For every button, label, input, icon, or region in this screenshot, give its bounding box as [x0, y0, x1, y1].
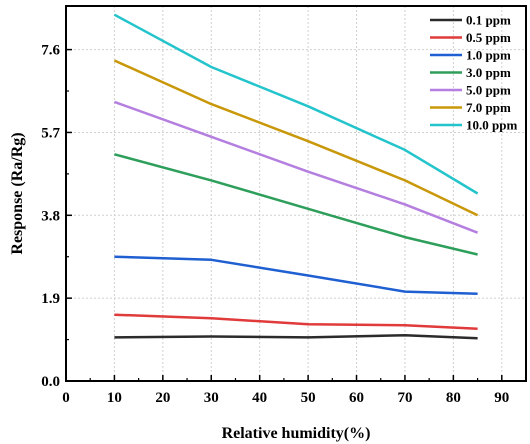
- legend-label: 7.0 ppm: [466, 100, 511, 115]
- series-lines: [113, 13, 479, 340]
- x-tick-label: 0: [62, 390, 70, 406]
- x-tick-label: 90: [494, 390, 509, 406]
- axis-ticks: 0 10 20 30 40 50 60 70 80 90 0.0 1.9 3.8 5.7 7.6: [41, 43, 509, 406]
- series-line-1-0-ppm: [114, 255, 478, 296]
- y-tick-label: 0.0: [41, 374, 60, 390]
- x-tick-label: 50: [301, 390, 316, 406]
- series-line-3-0-ppm: [114, 153, 478, 256]
- series-line-7-0-ppm: [113, 59, 479, 217]
- legend-label: 0.1 ppm: [466, 13, 511, 28]
- plot-frame: [65, 5, 527, 382]
- x-tick-label: 70: [397, 390, 412, 406]
- legend-label: 1.0 ppm: [466, 48, 511, 63]
- legend: 0.1 ppm 0.5 ppm 1.0 ppm 3.0 ppm 5.0 ppm 7.0 p…: [430, 13, 517, 133]
- x-tick-label: 80: [446, 390, 461, 406]
- x-tick-label: 60: [349, 390, 364, 406]
- y-tick-label: 5.7: [41, 125, 60, 141]
- legend-label: 5.0 ppm: [466, 83, 511, 98]
- x-tick-label: 10: [107, 390, 122, 406]
- x-tick-label: 40: [252, 390, 267, 406]
- y-tick-label: 7.6: [41, 43, 60, 59]
- legend-label: 10.0 ppm: [466, 118, 517, 133]
- legend-label: 3.0 ppm: [466, 65, 511, 80]
- series-line-0-5-ppm: [114, 313, 478, 330]
- x-tick-label: 30: [204, 390, 219, 406]
- series-line-5-0-ppm: [113, 100, 479, 234]
- series-line-0-1-ppm: [114, 333, 478, 340]
- y-tick-label: 3.8: [41, 208, 60, 224]
- legend-label: 0.5 ppm: [466, 30, 511, 45]
- y-tick-label: 1.9: [41, 291, 60, 307]
- y-axis-title: Response (Ra/Rg): [9, 132, 26, 254]
- x-tick-label: 20: [155, 390, 170, 406]
- x-axis-title: Relative humidity(%): [222, 425, 371, 442]
- series-line-10-0-ppm: [113, 13, 479, 195]
